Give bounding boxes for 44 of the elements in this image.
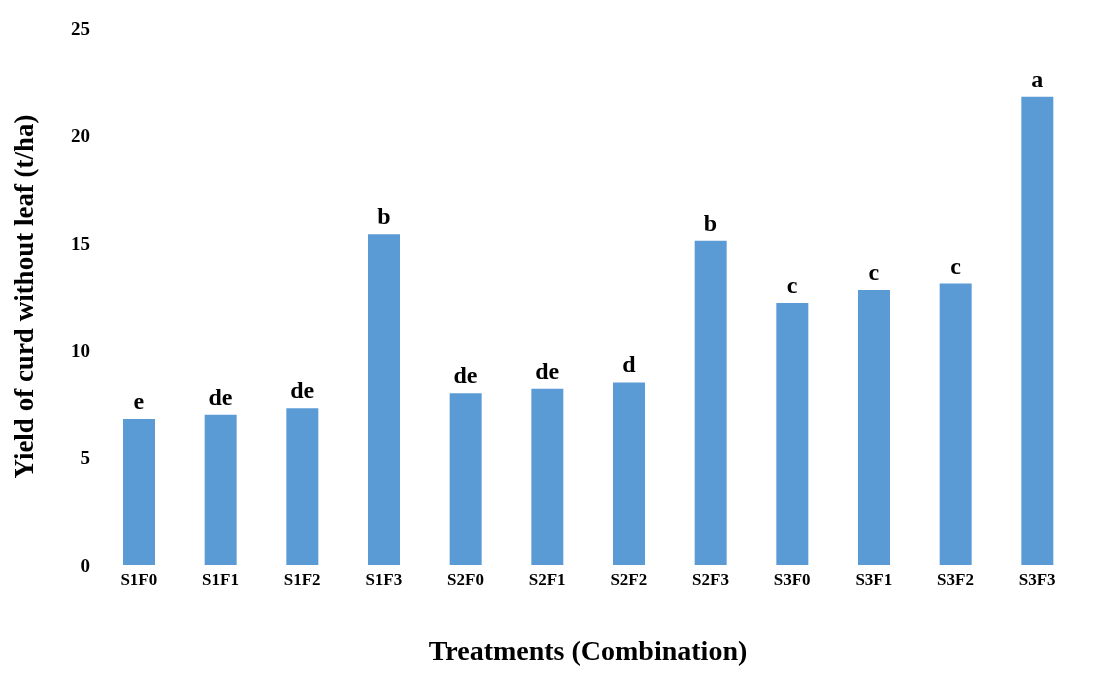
annotation: de [290,377,315,404]
x-tick-label: S3F1 [855,570,893,590]
bar [694,240,727,565]
bar [204,414,237,565]
y-tick-label: 25 [71,17,90,39]
bar [286,408,319,565]
bar [449,393,482,565]
annotation: de [535,357,560,384]
y-axis-title: Yield of curd without leaf (t/ha) [8,114,39,479]
bar [123,418,155,565]
annotation: d [622,351,637,378]
y-tick-label: 5 [80,447,90,469]
x-tick-label: S2F3 [692,570,729,590]
x-tick-label: S1F2 [283,570,321,590]
x-tick-label: S1F0 [120,570,158,590]
x-tick-label: S3F0 [773,570,811,590]
annotation: a [1031,65,1044,92]
bar [939,283,972,565]
annotation: c [868,259,880,286]
annotation: de [208,383,233,410]
bar [858,290,890,565]
x-tick-label: S3F3 [1018,570,1056,590]
annotation: c [950,252,962,279]
bar [368,234,400,565]
bar [531,388,564,565]
y-tick-label: 0 [80,554,90,576]
bar [1021,96,1054,565]
x-axis-title: Treatments (Combination) [428,635,748,666]
annotation: b [377,203,391,230]
x-tick-label: S3F2 [937,570,974,590]
y-tick-label: 20 [71,125,90,147]
annotation: c [786,271,798,298]
annotation: e [133,387,145,414]
bar [776,302,809,565]
x-tick-label: S2F1 [528,570,566,590]
y-tick-label: 15 [71,232,90,254]
x-tick-label: S2F0 [447,570,484,590]
x-tick-label: S1F1 [202,570,239,590]
y-tick-label: 10 [71,339,90,361]
bar [613,382,645,565]
annotation: b [703,209,718,236]
x-tick-label: S2F2 [610,570,648,590]
annotation: de [453,362,478,389]
x-tick-label: S1F3 [365,570,403,590]
